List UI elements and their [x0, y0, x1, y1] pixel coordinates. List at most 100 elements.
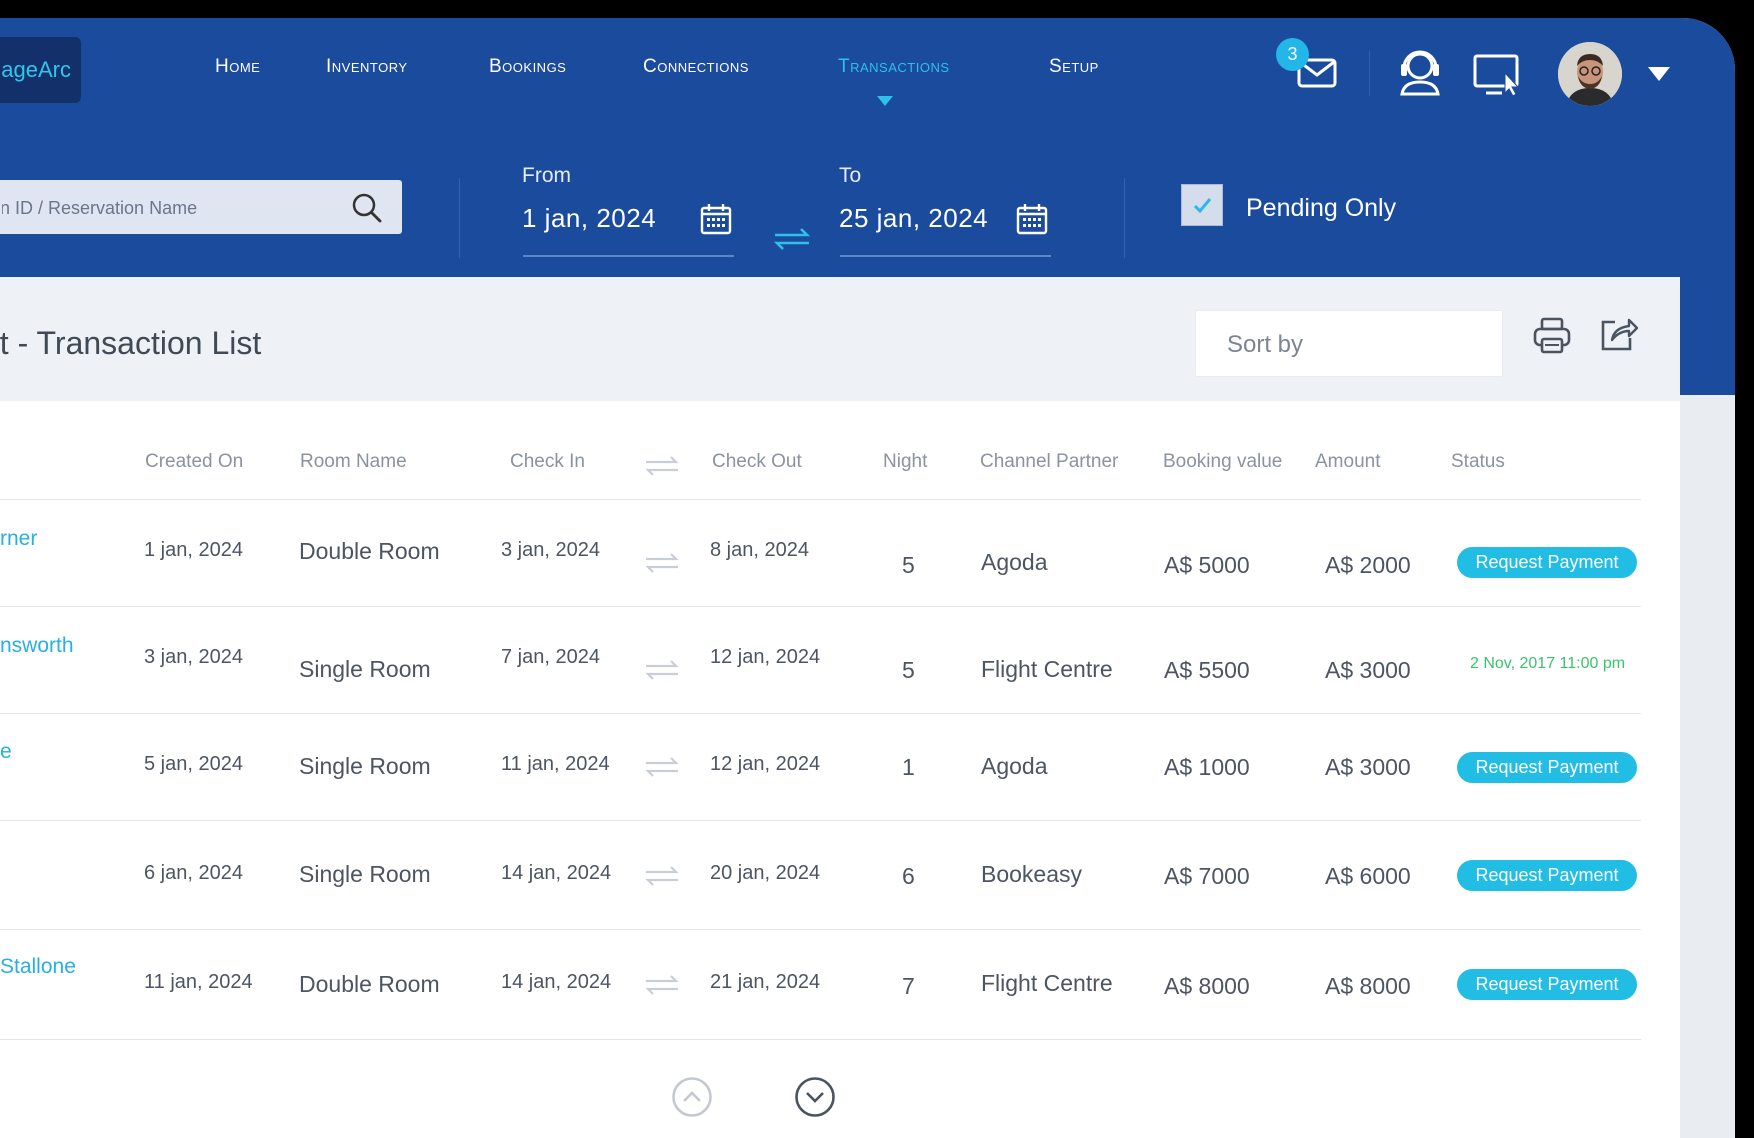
scroll-up-icon[interactable]	[671, 1076, 713, 1118]
from-underline	[523, 255, 734, 257]
request-payment-button[interactable]: Request Payment	[1457, 752, 1637, 783]
user-avatar[interactable]	[1558, 42, 1622, 106]
booking-value: A$ 7000	[1164, 863, 1250, 889]
pending-only-label: Pending Only	[1246, 194, 1397, 222]
swap-arrows-icon[interactable]	[772, 226, 812, 252]
transaction-panel: nt - Transaction List Sort by Created On…	[0, 277, 1680, 1138]
page-title: nt - Transaction List	[0, 325, 262, 361]
check-in: 3 jan, 2024	[501, 539, 600, 561]
search-input[interactable]	[0, 180, 334, 236]
scroll-down-icon[interactable]	[794, 1076, 836, 1118]
check-in: 7 jan, 2024	[501, 646, 600, 668]
room-name: Single Room	[299, 656, 431, 682]
amount: A$ 8000	[1325, 973, 1411, 999]
status-timestamp: 2 Nov, 2017 11:00 pm	[1470, 655, 1626, 672]
col-status[interactable]: Status	[1451, 451, 1505, 472]
created-on: 3 jan, 2024	[144, 646, 243, 668]
room-name: Double Room	[299, 538, 440, 564]
check-in: 14 jan, 2024	[501, 971, 612, 993]
created-on: 6 jan, 2024	[144, 862, 243, 884]
avatar-portrait-icon	[1558, 42, 1622, 106]
created-on: 11 jan, 2024	[144, 971, 253, 993]
top-nav: ageArc Home Inventory Bookings Connectio…	[0, 18, 1735, 133]
row-divider	[0, 929, 1641, 930]
message-count-badge: 3	[1276, 38, 1309, 71]
user-menu-chevron-down-icon[interactable]	[1648, 67, 1670, 81]
guest-name[interactable]: e	[0, 740, 12, 763]
request-payment-button[interactable]: Request Payment	[1457, 969, 1637, 1000]
channel-partner: Agoda	[981, 549, 1048, 575]
col-created-on[interactable]: Created On	[145, 451, 244, 472]
booking-value: A$ 5500	[1164, 657, 1250, 683]
sort-by-dropdown[interactable]: Sort by	[1195, 310, 1503, 377]
filter-divider	[1124, 178, 1125, 258]
print-icon[interactable]	[1531, 315, 1573, 357]
row-divider	[0, 820, 1641, 821]
swap-arrows-icon	[645, 975, 679, 995]
col-amount[interactable]: Amount	[1315, 451, 1381, 472]
nav-transactions[interactable]: Transactions	[838, 56, 950, 77]
booking-value: A$ 8000	[1164, 973, 1250, 999]
col-booking-value[interactable]: Booking value	[1163, 451, 1283, 472]
booking-value: A$ 1000	[1164, 754, 1250, 780]
from-calendar-icon[interactable]	[699, 202, 733, 236]
request-payment-button[interactable]: Request Payment	[1457, 547, 1637, 578]
nights: 1	[902, 754, 915, 780]
nav-bookings[interactable]: Bookings	[489, 56, 567, 77]
room-name: Double Room	[299, 971, 440, 997]
check-out: 12 jan, 2024	[710, 646, 821, 668]
pending-only-checkbox[interactable]	[1181, 184, 1223, 226]
to-date-value[interactable]: 25 jan, 2024	[839, 203, 989, 233]
to-underline	[840, 255, 1051, 257]
col-channel-partner[interactable]: Channel Partner	[980, 451, 1119, 472]
check-out: 20 jan, 2024	[710, 862, 821, 884]
row-divider	[0, 713, 1641, 714]
mail-icon[interactable]	[1296, 54, 1340, 90]
request-payment-button[interactable]: Request Payment	[1457, 860, 1637, 891]
guest-name[interactable]: rner	[0, 527, 38, 550]
to-calendar-icon[interactable]	[1015, 202, 1049, 236]
swap-arrows-icon	[645, 757, 679, 777]
check-out: 12 jan, 2024	[710, 753, 821, 775]
created-on: 1 jan, 2024	[144, 539, 243, 561]
checkmark-icon	[1193, 198, 1212, 214]
swap-arrows-icon	[645, 866, 679, 886]
swap-arrows-icon	[645, 456, 679, 476]
row-divider	[0, 1039, 1641, 1040]
from-date-value[interactable]: 1 jan, 2024	[522, 203, 657, 233]
nav-connections[interactable]: Connections	[643, 56, 749, 77]
swap-arrows-icon	[645, 660, 679, 680]
channel-partner: Agoda	[981, 753, 1048, 779]
channel-partner: Flight Centre	[981, 656, 1113, 682]
nights: 5	[902, 552, 915, 578]
nav-inventory[interactable]: Inventory	[326, 56, 408, 77]
support-headset-icon[interactable]	[1396, 46, 1444, 96]
logo[interactable]: ageArc	[0, 37, 81, 103]
app-frame: ageArc Home Inventory Bookings Connectio…	[0, 18, 1735, 1138]
guest-name[interactable]: Stallone	[0, 955, 76, 978]
check-out: 8 jan, 2024	[710, 539, 809, 561]
nights: 7	[902, 973, 915, 999]
search-box	[0, 180, 402, 236]
header-divider	[0, 499, 1641, 500]
created-on: 5 jan, 2024	[144, 753, 243, 775]
col-check-in[interactable]: Check In	[510, 451, 585, 472]
guest-name[interactable]: nsworth	[0, 634, 74, 657]
check-in: 14 jan, 2024	[501, 862, 612, 884]
col-check-out[interactable]: Check Out	[712, 451, 802, 472]
col-room-name[interactable]: Room Name	[300, 451, 407, 472]
remote-desktop-icon[interactable]	[1472, 53, 1524, 97]
nav-home[interactable]: Home	[215, 56, 261, 77]
nights: 5	[902, 657, 915, 683]
col-night[interactable]: Night	[883, 451, 928, 472]
channel-partner: Flight Centre	[981, 970, 1113, 996]
search-icon[interactable]	[351, 192, 383, 224]
nav-setup[interactable]: Setup	[1049, 56, 1099, 77]
amount: A$ 3000	[1325, 657, 1411, 683]
channel-partner: Bookeasy	[981, 861, 1083, 887]
amount: A$ 3000	[1325, 754, 1411, 780]
nav-divider	[1369, 50, 1370, 96]
room-name: Single Room	[299, 861, 431, 887]
sort-by-placeholder: Sort by	[1227, 331, 1304, 358]
export-share-icon[interactable]	[1597, 312, 1639, 354]
